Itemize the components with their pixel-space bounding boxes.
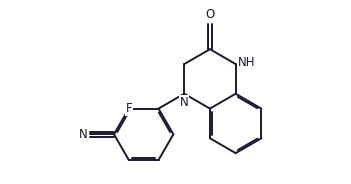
Text: N: N	[180, 96, 188, 109]
Text: F: F	[126, 102, 132, 115]
Text: NH: NH	[238, 56, 256, 69]
Text: N: N	[79, 128, 88, 141]
Text: O: O	[205, 8, 214, 21]
